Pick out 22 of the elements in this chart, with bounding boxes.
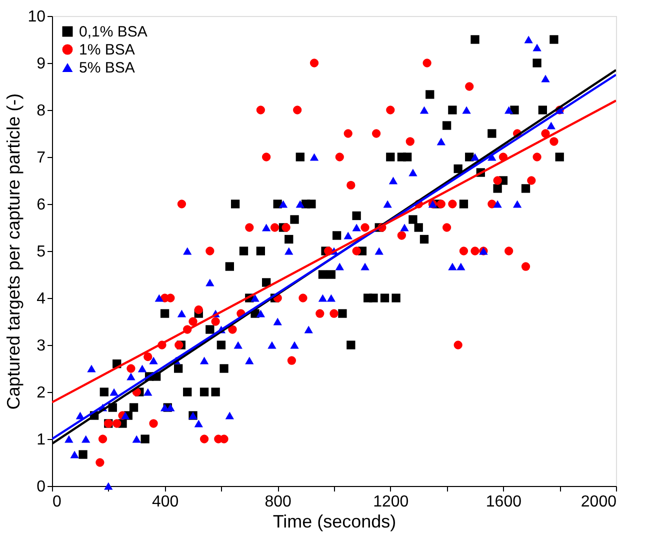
- y-tick-label: 9: [36, 56, 46, 72]
- x-tick-label: 0: [52, 494, 62, 510]
- y-tick-label: 5: [36, 244, 46, 260]
- y-axis-title: Captured targets per capture particle (-): [4, 93, 24, 410]
- y-tick-label: 7: [36, 150, 46, 166]
- y-tick-label: 8: [36, 102, 46, 120]
- legend-label: 5% BSA: [79, 60, 135, 76]
- y-tick-label: 4: [36, 290, 46, 308]
- x-tick-label: 1600: [486, 494, 522, 510]
- y-tick-label: 1: [36, 432, 46, 448]
- y-tick-label: 10: [28, 8, 46, 26]
- x-tick-label: 800: [264, 494, 292, 510]
- x-axis-title: Time (seconds): [272, 512, 396, 532]
- y-tick-label: 6: [36, 196, 46, 214]
- x-tick-label: 2000: [580, 494, 617, 510]
- x-tick-label: 1200: [373, 494, 409, 510]
- y-tick-label: 0: [36, 478, 46, 496]
- x-tick-label: 400: [152, 494, 179, 510]
- legend-label: 1% BSA: [79, 42, 135, 58]
- legend-label: 0,1% BSA: [79, 24, 148, 40]
- y-tick-label: 3: [36, 338, 46, 354]
- y-tick-label: 2: [36, 384, 46, 402]
